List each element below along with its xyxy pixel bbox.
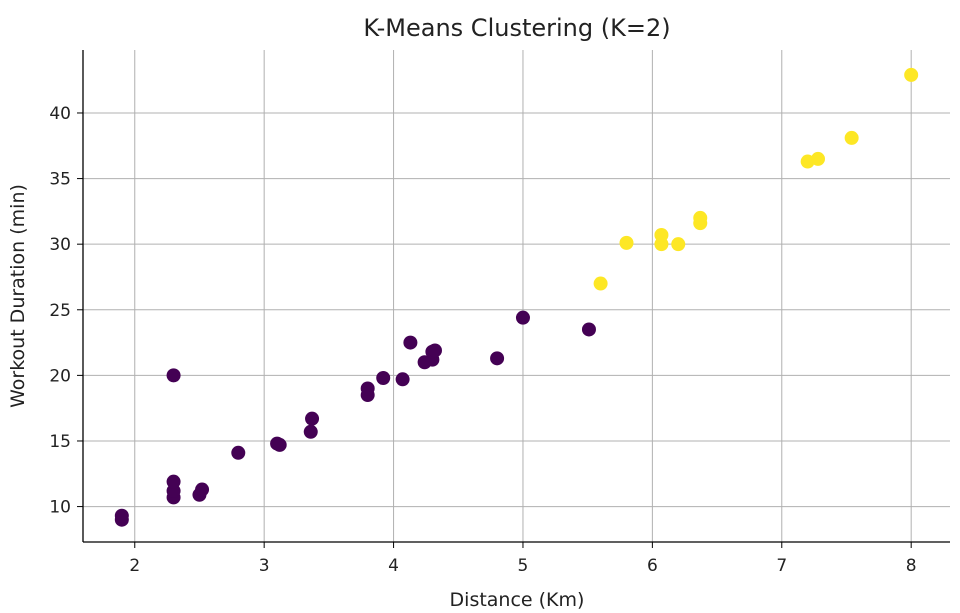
data-point <box>403 335 418 350</box>
y-axis-label: Workout Duration (min) <box>7 184 29 408</box>
data-point <box>272 437 287 452</box>
data-points <box>114 67 919 527</box>
data-point <box>303 424 318 439</box>
series-1 <box>593 67 919 291</box>
data-point <box>593 276 608 291</box>
x-tick-label: 4 <box>388 556 399 576</box>
data-point <box>166 368 181 383</box>
y-tick-label: 35 <box>49 170 71 190</box>
y-tick-label: 20 <box>49 366 71 386</box>
data-point <box>619 235 634 250</box>
data-point <box>427 343 442 358</box>
data-point <box>844 130 859 145</box>
series-0 <box>114 310 596 527</box>
x-tick-label: 7 <box>776 556 787 576</box>
data-point <box>195 482 210 497</box>
y-tick-label: 25 <box>49 301 71 321</box>
data-point <box>231 445 246 460</box>
x-tick-label: 6 <box>647 556 658 576</box>
data-point <box>581 322 596 337</box>
data-point <box>490 351 505 366</box>
grid-lines <box>83 50 950 542</box>
axes-spines <box>82 50 950 543</box>
data-point <box>305 411 320 426</box>
data-point <box>671 237 686 252</box>
data-point <box>693 210 708 225</box>
y-tick-label: 40 <box>49 104 71 124</box>
data-point <box>515 310 530 325</box>
y-tick-label: 10 <box>49 498 71 518</box>
data-point <box>811 151 826 166</box>
data-point <box>904 67 919 82</box>
data-point <box>376 371 391 385</box>
data-point <box>654 227 669 242</box>
data-point <box>360 381 375 396</box>
x-axis-label: Distance (Km) <box>450 589 585 611</box>
x-tick-label: 2 <box>129 556 140 576</box>
x-tick-label: 8 <box>906 556 917 576</box>
chart-title: K-Means Clustering (K=2) <box>363 14 670 42</box>
y-tick-label: 30 <box>49 235 71 255</box>
data-point <box>395 372 410 387</box>
x-tick-label: 3 <box>259 556 270 576</box>
x-tick-label: 5 <box>518 556 529 576</box>
y-tick-label: 15 <box>49 432 71 452</box>
data-point <box>114 508 129 523</box>
axis-ticks: 2 3 4 5 6 7 8 10 15 20 25 30 35 40 <box>49 104 916 576</box>
data-point <box>166 474 181 489</box>
